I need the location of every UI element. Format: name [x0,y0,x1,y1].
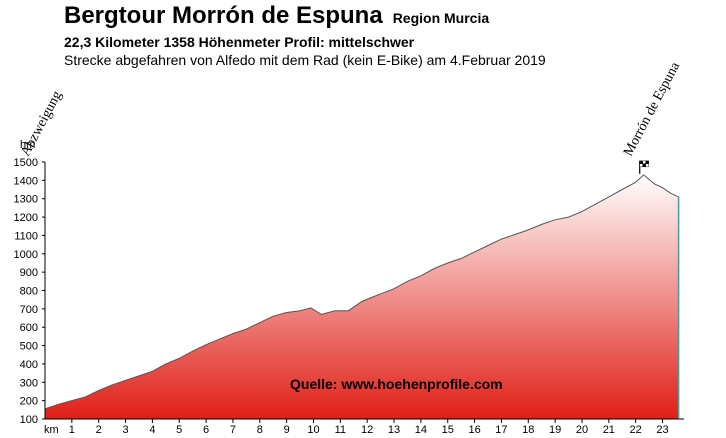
y-tick-label: 600 [20,322,38,334]
x-tick-label: 12 [361,424,373,436]
x-tick-label: 19 [549,424,561,436]
summit-flag-cell [645,160,649,165]
x-tick-label: 2 [96,424,102,436]
x-tick-label: 17 [495,424,507,436]
chart-title: Bergtour Morrón de Espuna [64,2,383,29]
x-tick-label: 4 [149,424,155,436]
y-tick-label: 400 [20,359,38,371]
waypoint-label: Abzweigung [18,89,65,159]
y-tick-label: 900 [20,267,38,279]
x-tick-label: 21 [603,424,615,436]
x-tick-label: 9 [284,424,290,436]
x-tick-label: 3 [122,424,128,436]
y-tick-label: 1400 [14,175,38,187]
summit-flag-icon [639,160,649,168]
x-tick-label: 11 [335,424,346,436]
x-tick-label: 5 [176,424,182,436]
elevation-area-layer [44,174,680,419]
elevation-area [45,174,679,419]
x-tick-label: 18 [522,424,534,436]
x-tick-label: 14 [415,424,427,436]
y-tick-label: 500 [20,341,38,353]
x-tick-label: 1 [69,424,75,436]
x-tick-label: 6 [203,424,209,436]
chart-subtitle: 22,3 Kilometer 1358 Höhenmeter Profil: m… [64,34,415,50]
x-tick-label: 7 [230,424,236,436]
y-tick-label: 1500 [14,157,38,169]
summit-flag-cell [639,160,643,165]
x-tick-layer: 1 2 3 4 5 6 7 8 9 10 11 12 13 14 15 16 17 18 19 20 21 22 23 [69,419,669,436]
x-tick-label: 16 [468,424,480,436]
x-axis-unit: km [44,424,59,436]
x-tick-label: 23 [656,424,668,436]
summit-flag-cell [642,163,646,168]
source-annotation: Quelle: www.hoehenprofile.com [290,376,503,392]
summit-flag-cell [642,160,646,165]
y-tick-label: 1200 [14,212,38,224]
title-line: Bergtour Morrón de Espuna Region Murcia [64,2,489,30]
elevation-line [44,174,679,410]
x-tick-label: 13 [388,424,400,436]
y-tick-label: 700 [20,304,38,316]
y-axis-unit: hm [20,139,35,151]
x-tick-label: 20 [576,424,588,436]
x-tick-label: 22 [630,424,642,436]
summit-flag-cell [645,163,649,168]
waypoint-label: Morrón de Espuna [621,59,684,159]
region-label: Region Murcia [392,10,490,26]
y-tick-label: 300 [20,377,38,389]
x-tick-label: 8 [257,424,263,436]
y-tick-label: 200 [20,396,38,408]
waypoint-layer: Abzweigung Morrón de Espuna [18,59,684,174]
summit-flag-cell [639,163,643,168]
y-tick-label: 800 [20,286,38,298]
chart-description: Strecke abgefahren von Alfedo mit dem Ra… [64,52,546,68]
y-tick-label: 1300 [14,194,38,206]
x-tick-label: 10 [307,424,319,436]
y-tick-label: 100 [20,414,38,426]
y-tick-label: 1100 [14,230,38,242]
axis-layer: hm km [20,139,684,436]
x-tick-label: 15 [442,424,454,436]
y-tick-layer: 100 200 300 400 500 600 700 800 900 1000 1100 1200 1… [14,157,45,426]
y-tick-label: 1000 [14,249,38,261]
